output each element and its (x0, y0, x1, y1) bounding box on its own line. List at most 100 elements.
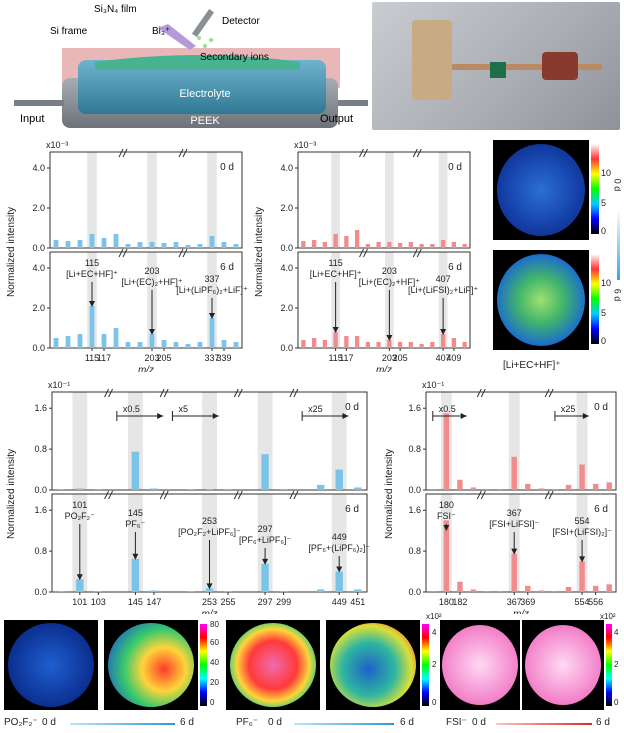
top-maps: 10 5 0 10 5 0 0 d 6 d [Li+EC+HF]⁺ (493, 140, 624, 380)
panel-time-label: 0 d (594, 402, 608, 413)
bi-label: Bi₃⁺ (152, 26, 170, 37)
bar (94, 590, 103, 592)
arrow-icon (294, 723, 394, 725)
from-label: 0 d (268, 717, 282, 728)
axis-break (416, 148, 422, 158)
film-label: Si₃N₄ film (94, 4, 137, 15)
panel-frame (297, 251, 471, 349)
bar (311, 338, 317, 348)
map-fsi-6d-frame (522, 620, 604, 710)
bar (565, 484, 572, 490)
bar (161, 340, 167, 348)
peak-annotation: 203 (144, 266, 159, 276)
y-tick-label: 0.0 (408, 485, 421, 495)
bar (470, 589, 477, 592)
x-axis-label: m/z (376, 365, 392, 372)
annotation-arrowhead (440, 329, 447, 335)
y-tick-label: 1.6 (408, 505, 421, 515)
x-tick-label: 367 (507, 597, 522, 607)
secondary-ions-label: Secondary ions (200, 52, 269, 63)
factor-label: x0.5 (123, 404, 140, 414)
bar (94, 488, 103, 490)
peak-highlight (331, 152, 340, 248)
axis-break (122, 148, 128, 158)
bar (301, 241, 306, 248)
bar (316, 589, 325, 592)
bar (462, 244, 467, 248)
si3n4-film (95, 55, 300, 70)
arrow-icon (70, 723, 175, 725)
axis-break (118, 148, 124, 158)
bar (484, 590, 490, 592)
bar (76, 488, 84, 490)
panel-time-label: 6 d (448, 262, 462, 273)
bar (430, 244, 435, 248)
axis-break (289, 490, 295, 500)
y-tick-label: 2.0 (32, 303, 45, 313)
bar (335, 469, 343, 490)
bar (525, 483, 531, 490)
bar (470, 487, 477, 490)
bar (131, 451, 140, 490)
bar (209, 236, 215, 248)
map-po2f2-0d-frame (4, 620, 98, 710)
x-tick-label: 337 (204, 353, 219, 363)
annotation-arrowhead (76, 574, 83, 581)
y-scale-label: x10⁻³ (46, 140, 68, 150)
axis-break (104, 490, 110, 500)
axis-break (163, 490, 169, 500)
axis-break (363, 248, 368, 258)
annotation-arrowhead (443, 525, 450, 531)
x-tick-label: 103 (91, 597, 106, 607)
bar (65, 336, 71, 348)
annotation-arrowhead (386, 335, 393, 341)
panel-frame (49, 151, 243, 249)
factor-arrowhead (460, 413, 467, 419)
to-label: 6 d (400, 717, 414, 728)
annotation-arrowhead (579, 556, 586, 563)
x-tick-label: 180 (439, 597, 454, 607)
y-tick-label: 4.0 (280, 263, 293, 273)
peak-annotation: 101 (72, 500, 87, 510)
from-label: 0 d (472, 717, 486, 728)
axis-break (359, 248, 364, 258)
x-tick-label: 449 (332, 597, 347, 607)
peak-highlight (207, 152, 217, 248)
axis-break (178, 248, 184, 258)
y-tick-label: 0.0 (32, 243, 45, 253)
axis-break (412, 248, 418, 258)
x-tick-label: 297 (258, 597, 273, 607)
time-label-6d: 6 d (612, 288, 623, 302)
x-tick-label: 205 (393, 353, 408, 363)
map-po2f2-6d (108, 623, 194, 707)
ion-label: PF₆⁻ (236, 717, 259, 728)
bar (77, 334, 83, 348)
bar (221, 340, 227, 348)
x-tick-label: 369 (520, 597, 535, 607)
x-tick-label: 299 (276, 597, 291, 607)
bar (221, 242, 227, 248)
peak-highlight (508, 392, 520, 490)
axis-break (293, 388, 299, 398)
peak-annotation: 180 (439, 500, 454, 510)
output-label: Output (320, 113, 353, 125)
peak-annotation: PO₂F₂⁻ (65, 511, 95, 521)
peak-annotation: [Li+EC+HF]⁺ (66, 269, 118, 279)
bar (125, 342, 131, 348)
y-tick-label: 2.0 (32, 203, 45, 213)
cbar-tick: 10 (601, 278, 612, 288)
peak-annotation: 115 (85, 258, 99, 268)
bar (497, 590, 504, 592)
chart-anion-blue: x10⁻¹ 1.6 0.8 0.0 0 d x0.5 x5 x25 1.6 0.8 0.0 6 d 10… (6, 380, 370, 614)
bar (150, 590, 158, 592)
peak-annotation: [Li+(LiFSI)₂+LiF]⁺ (408, 285, 478, 295)
panel-frame (297, 151, 471, 249)
cbar-tick: 2 (432, 660, 437, 669)
bar (354, 230, 360, 248)
bar (301, 340, 306, 348)
axis-break (363, 148, 368, 158)
y-tick-label: 0.0 (34, 587, 47, 597)
annotation-arrowhead (332, 327, 339, 333)
x-tick-label: 203 (144, 353, 159, 363)
